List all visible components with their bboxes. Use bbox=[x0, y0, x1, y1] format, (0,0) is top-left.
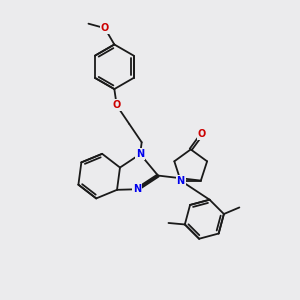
Text: N: N bbox=[136, 149, 144, 159]
Text: O: O bbox=[112, 100, 121, 110]
Text: N: N bbox=[176, 176, 184, 186]
Text: N: N bbox=[133, 184, 141, 194]
Text: O: O bbox=[198, 129, 206, 139]
Text: O: O bbox=[101, 23, 109, 33]
